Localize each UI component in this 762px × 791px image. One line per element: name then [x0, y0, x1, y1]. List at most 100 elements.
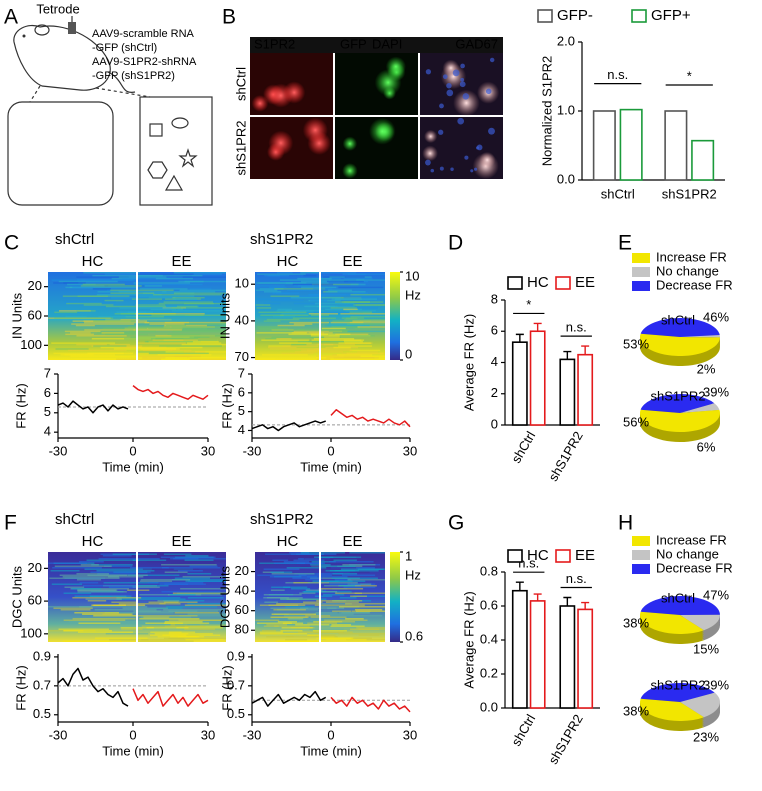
heatmap-texture	[317, 567, 357, 569]
x-tick-label: shCtrl	[508, 712, 538, 749]
heatmap-texture	[307, 622, 338, 624]
heatmap-texture	[69, 286, 137, 289]
heatmap-texture	[187, 624, 226, 626]
heatmap-texture	[84, 329, 135, 331]
heatmap-texture	[297, 340, 331, 343]
y-tick-label: 20	[28, 278, 42, 293]
heatmap-texture	[153, 294, 222, 296]
heatmap-texture	[307, 634, 336, 636]
heatmap-texture	[327, 335, 375, 337]
pie-value-label: 46%	[703, 309, 729, 324]
heatmap-texture	[60, 354, 94, 356]
heatmap-texture	[322, 594, 345, 596]
heatmap-texture	[270, 295, 300, 297]
heatmap-texture	[333, 346, 351, 349]
heatmap-texture	[331, 577, 378, 579]
y-axis-label: DGC Units	[217, 565, 232, 628]
heatmap-texture	[48, 606, 93, 608]
heatmap-texture	[151, 314, 204, 316]
heatmap-texture	[328, 561, 374, 563]
heatmap-texture	[183, 351, 206, 353]
heatmap-texture	[255, 289, 278, 292]
condition-label: EE	[342, 253, 362, 270]
pie-title: shCtrl	[661, 312, 695, 327]
virus-label: AAV9-scramble RNA	[92, 28, 195, 40]
heatmap-texture	[325, 639, 367, 641]
trace	[330, 696, 411, 713]
nucleus	[446, 89, 454, 97]
heatmap-texture	[184, 604, 226, 606]
heatmap-texture	[313, 311, 363, 314]
heatmap-texture	[63, 619, 126, 621]
heatmap-texture	[140, 288, 188, 290]
nucleus	[474, 167, 478, 171]
heatmap-texture	[333, 559, 357, 561]
heatmap-texture	[161, 567, 221, 569]
legend-swatch	[632, 564, 650, 574]
mouse-eye	[22, 34, 26, 38]
heatmap-texture	[130, 567, 169, 569]
cell	[302, 117, 328, 143]
heatmap-texture	[292, 577, 323, 579]
heatmap-texture	[350, 595, 367, 597]
pie-value-label: 6%	[697, 439, 716, 454]
heatmap-texture	[108, 586, 137, 588]
heatmap-texture	[270, 348, 319, 350]
heatmap-texture	[261, 630, 276, 632]
y-tick-label: 20	[235, 563, 249, 578]
heatmap-texture	[96, 294, 162, 296]
significance-label: n.s.	[566, 571, 587, 586]
trace	[330, 409, 411, 428]
heatmap-texture	[331, 326, 360, 328]
panel-label: B	[222, 6, 236, 29]
heatmap-texture	[349, 311, 373, 314]
heatmap-texture	[280, 598, 327, 600]
heatmap-texture	[132, 559, 167, 561]
heatmap-texture	[297, 329, 350, 331]
heatmap-texture	[87, 600, 107, 602]
heatmap-texture	[349, 321, 385, 324]
nucleus	[464, 155, 469, 160]
heatmap-texture	[92, 274, 163, 277]
heatmap-texture	[256, 307, 272, 309]
heatmap-texture	[300, 280, 344, 283]
heatmap-texture	[174, 612, 220, 614]
heatmap-texture	[306, 576, 348, 578]
heatmap-texture	[313, 613, 354, 615]
heatmap-texture	[291, 332, 333, 334]
pie-slice	[640, 317, 720, 337]
nucleus	[446, 82, 452, 89]
heatmap-texture	[308, 340, 360, 343]
pie-slice	[640, 682, 715, 702]
heatmap-texture	[143, 616, 170, 618]
heatmap-texture	[297, 277, 332, 280]
heatmap-texture	[330, 615, 383, 617]
heatmap-texture	[318, 588, 364, 590]
heatmap-texture	[327, 607, 345, 609]
heatmap-texture	[265, 338, 281, 340]
legend-label: GFP+	[651, 7, 691, 24]
cell	[385, 56, 406, 77]
heatmap-texture	[340, 313, 385, 315]
heatmap-texture	[316, 600, 363, 602]
heatmap-texture	[328, 323, 365, 325]
heatmap-texture	[77, 589, 118, 591]
heatmap-texture	[136, 355, 193, 358]
pie-slice	[639, 409, 720, 432]
legend-label: HC	[527, 547, 549, 564]
condition-label: EE	[171, 253, 191, 270]
heatmap-texture	[306, 589, 323, 591]
heatmap-texture	[136, 640, 194, 642]
heatmap-texture	[170, 558, 226, 560]
condition-label: EE	[171, 533, 191, 550]
heatmap-texture	[291, 343, 317, 346]
heatmap-texture	[141, 625, 206, 627]
bar	[529, 600, 546, 709]
heatmap-texture	[279, 342, 312, 344]
heatmap-texture	[287, 618, 305, 620]
heatmap-texture	[79, 606, 148, 608]
heatmap-texture	[256, 298, 292, 300]
heatmap-texture	[171, 310, 226, 312]
heatmap-texture	[171, 579, 226, 581]
heatmap-texture	[269, 286, 287, 289]
